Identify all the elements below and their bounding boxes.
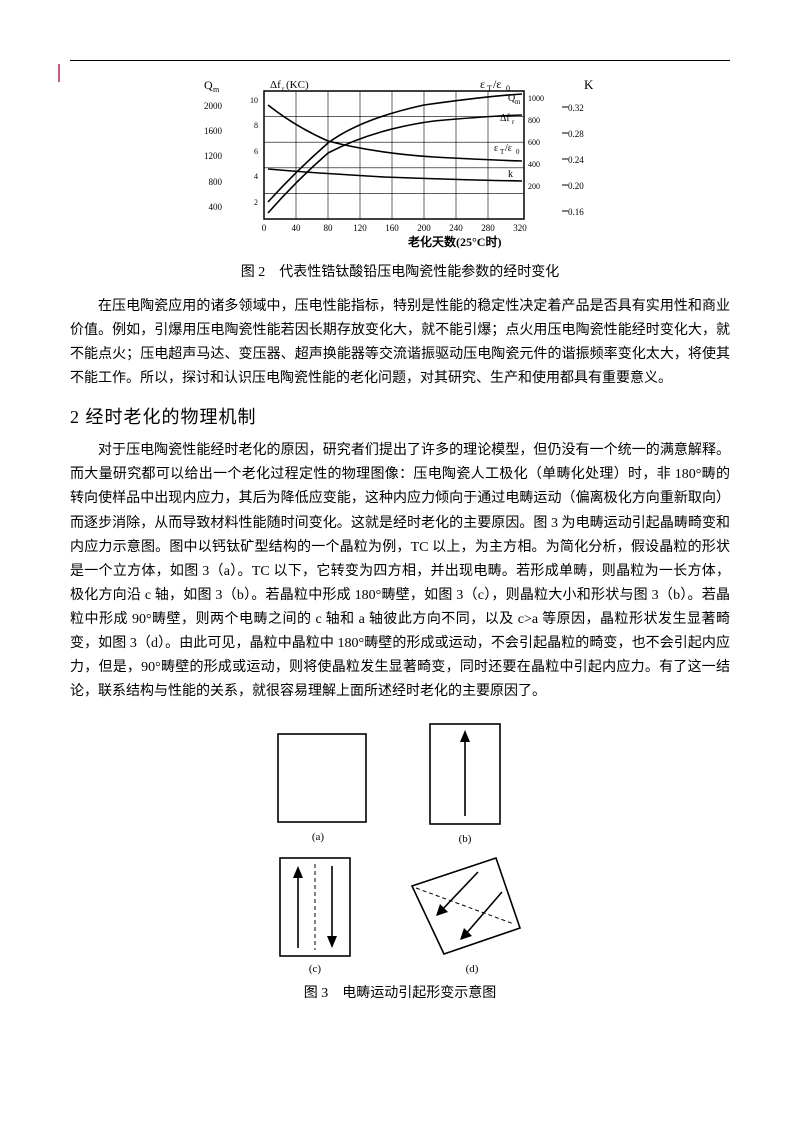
svg-text:6: 6 [254,147,258,156]
svg-text:k: k [508,169,513,180]
panel-d-label: (d) [466,963,479,975]
svg-text:0.16: 0.16 [568,207,584,217]
svg-text:K: K [584,79,594,92]
cursor-mark [58,64,60,82]
svg-text:280: 280 [481,223,495,233]
svg-text:400: 400 [528,160,540,169]
svg-text:m: m [515,98,521,106]
svg-text:老化天数(25°C时): 老化天数(25°C时) [408,234,501,249]
svg-text:8: 8 [254,121,258,130]
paragraph-2: 对于压电陶瓷性能经时老化的原因，研究者们提出了许多的理论模型，但仍没有一个统一的… [70,439,730,704]
panel-b-label: (b) [459,833,472,845]
svg-text:800: 800 [209,177,223,187]
top-horizontal-rule [70,60,730,61]
svg-text:2000: 2000 [204,101,223,111]
svg-text:/ε: /ε [493,79,501,91]
svg-text:10: 10 [250,96,258,105]
svg-text:0.20: 0.20 [568,181,584,191]
figure-3-caption: 图 3 电畴运动引起形变示意图 [70,982,730,1002]
paragraph-1: 在压电陶瓷应用的诸多领域中，压电性能指标，特别是性能的稳定性决定着产品是否具有实… [70,295,730,391]
svg-text:(KC): (KC) [286,79,309,91]
panel-a-label: (a) [312,831,325,843]
svg-text:Δf: Δf [270,79,281,91]
svg-text:m: m [213,85,220,94]
svg-text:r: r [512,118,515,126]
figure-3-diagram: (a) (b) (c) (d) [220,716,580,976]
svg-text:200: 200 [528,182,540,191]
svg-text:2: 2 [254,198,258,207]
figure-2-chart: Qm Δfr εT/ε0 k Qm 2000 1600 1200 800 400… [190,79,610,255]
figure-2-caption: 图 2 代表性锆钛酸铅压电陶瓷性能参数的经时变化 [70,261,730,281]
svg-text:800: 800 [528,116,540,125]
svg-text:1000: 1000 [528,94,544,103]
svg-text:Q: Q [204,79,213,92]
svg-text:160: 160 [385,223,399,233]
svg-text:200: 200 [417,223,431,233]
svg-text:0: 0 [506,84,510,93]
svg-text:0: 0 [262,223,267,233]
svg-text:240: 240 [449,223,463,233]
svg-text:1200: 1200 [204,151,223,161]
svg-text:Δf: Δf [500,113,510,124]
svg-text:ε: ε [480,79,485,91]
section-2-heading: 2 经时老化的物理机制 [70,403,730,429]
panel-c-label: (c) [309,963,322,975]
svg-text:80: 80 [324,223,334,233]
svg-text:320: 320 [513,223,527,233]
svg-text:T: T [487,84,492,93]
svg-text:400: 400 [209,202,223,212]
svg-text:120: 120 [353,223,367,233]
svg-text:0.32: 0.32 [568,103,584,113]
svg-text:1600: 1600 [204,126,223,136]
svg-text:600: 600 [528,138,540,147]
svg-text:0.24: 0.24 [568,155,584,165]
svg-text:40: 40 [292,223,302,233]
svg-text:0.28: 0.28 [568,129,584,139]
svg-text:/ε: /ε [505,143,512,154]
svg-text:4: 4 [254,172,258,181]
svg-text:0: 0 [516,148,520,156]
svg-text:ε: ε [494,143,498,154]
svg-text:r: r [282,85,285,93]
